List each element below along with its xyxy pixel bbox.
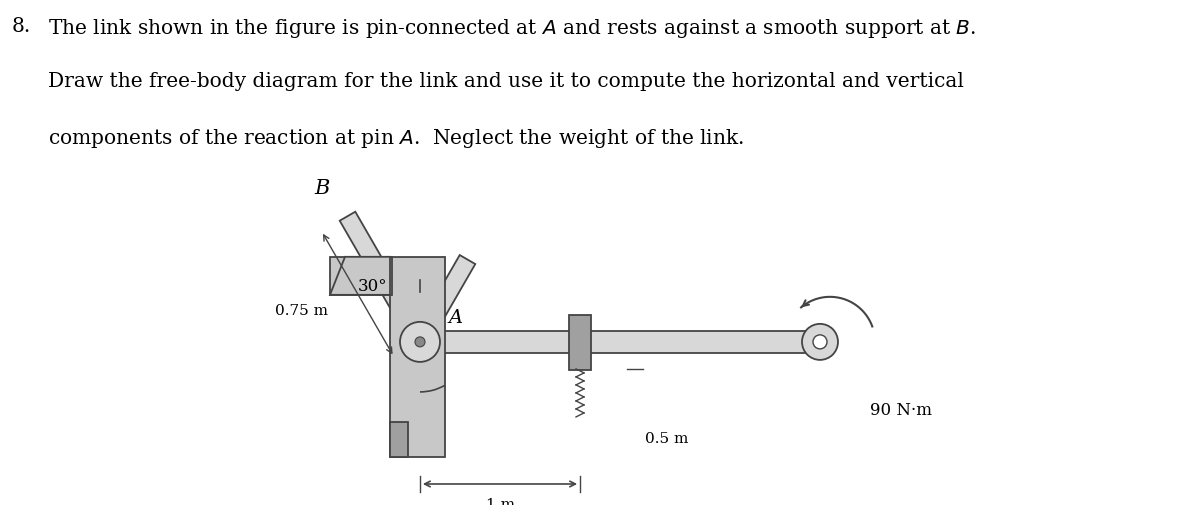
Text: A: A bbox=[448, 309, 462, 327]
Text: 0.5 m: 0.5 m bbox=[646, 432, 689, 446]
Bar bbox=[569, 315, 592, 370]
Bar bbox=[390, 422, 408, 457]
Polygon shape bbox=[436, 331, 820, 353]
Bar bbox=[330, 257, 392, 295]
Polygon shape bbox=[413, 255, 475, 346]
Polygon shape bbox=[340, 212, 427, 346]
Text: 30°: 30° bbox=[358, 278, 388, 295]
Text: Draw the free-body diagram for the link and use it to compute the horizontal and: Draw the free-body diagram for the link … bbox=[48, 72, 964, 91]
Circle shape bbox=[814, 335, 827, 349]
Polygon shape bbox=[330, 257, 390, 295]
Text: 0.75 m: 0.75 m bbox=[275, 304, 328, 318]
Text: 8.: 8. bbox=[12, 17, 31, 36]
Text: components of the reaction at pin $A$.  Neglect the weight of the link.: components of the reaction at pin $A$. N… bbox=[48, 127, 744, 150]
Text: 1 m: 1 m bbox=[486, 498, 515, 505]
Text: B: B bbox=[314, 179, 330, 198]
Circle shape bbox=[400, 322, 440, 362]
Text: 90 N·m: 90 N·m bbox=[870, 402, 932, 419]
Text: The link shown in the figure is pin-connected at $A$ and rests against a smooth : The link shown in the figure is pin-conn… bbox=[48, 17, 976, 40]
Circle shape bbox=[802, 324, 838, 360]
Bar bbox=[390, 257, 445, 457]
Circle shape bbox=[415, 337, 425, 347]
